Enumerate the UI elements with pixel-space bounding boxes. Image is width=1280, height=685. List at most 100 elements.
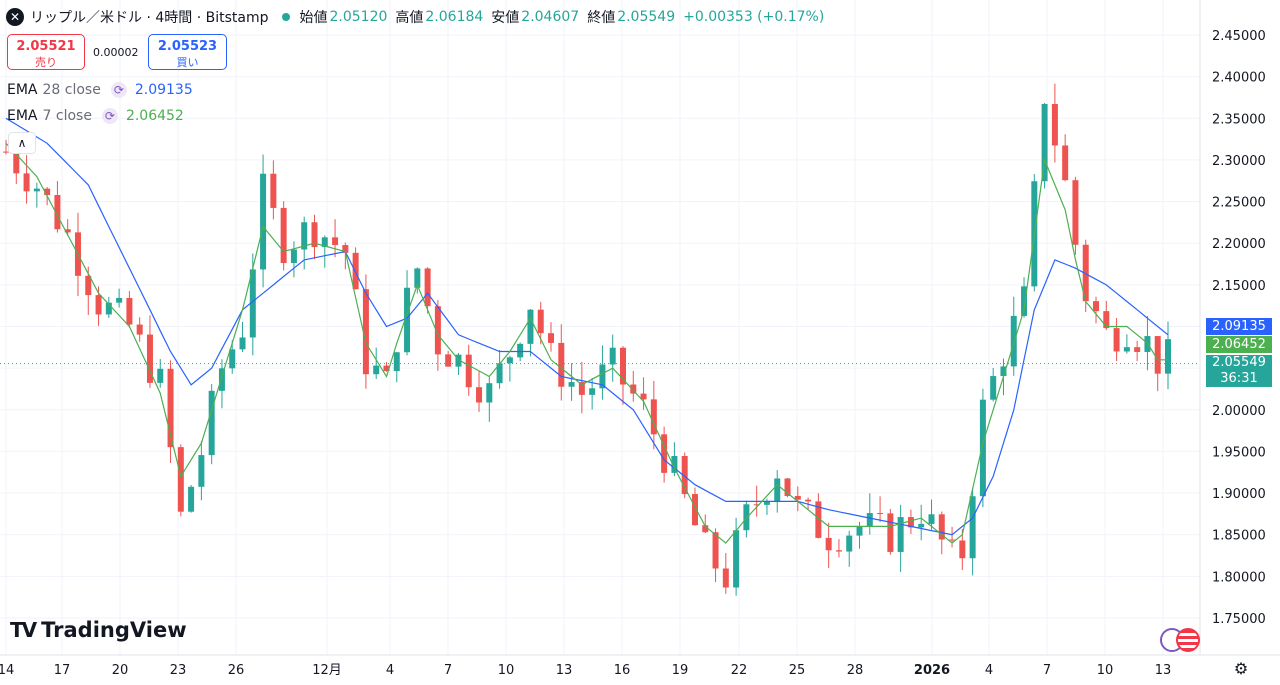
candle-body [640,393,647,400]
candle-body [54,195,61,230]
candle-body [1134,347,1141,352]
candle-body [661,434,668,473]
candle-body [630,384,637,394]
candle-body [907,517,914,528]
candle-body [548,333,555,343]
x-tick-label: 12月 [312,663,342,678]
candle-body [517,343,524,358]
x-tick-label: 14 [0,663,14,678]
candle-body [434,306,441,355]
candle-body [979,399,986,497]
candle-body [599,364,606,389]
y-tick-label: 2.00000 [1212,404,1266,419]
indicator-ema7[interactable]: EMA 7 close ⟳ 2.06452 [7,106,184,126]
candle-body [362,289,369,375]
x-axis: 14 17 20 23 26 12月 4 7 10 13 16 19 22 25 28 2026 4 7 10 13 [0,663,1171,678]
candle-body [619,347,626,385]
buy-button[interactable]: 2.05523 買い [148,34,227,70]
candle-body [116,297,123,303]
x-tick-label: 20 [112,663,129,678]
candle-body [13,151,20,174]
indicator-params: 7 close [42,108,92,124]
indicator-ema28[interactable]: EMA 28 close ⟳ 2.09135 [7,80,193,100]
candle-body [578,382,585,395]
candle-body [506,357,513,364]
open-label: 始値 [299,10,328,26]
candle-body [249,269,256,338]
open-value: 2.05120 [329,9,388,25]
candle-body [805,499,812,502]
candle-body [229,349,236,369]
x-tick-label: 28 [847,663,864,678]
candle-body [23,173,30,192]
candle-body [424,268,431,307]
y-tick-label: 2.30000 [1212,154,1266,169]
candle-body [558,342,565,387]
candle-body [1062,145,1069,181]
candle-body [1021,286,1028,316]
candle-body [969,496,976,559]
indicator-value: 2.06452 [125,108,184,124]
candle-body [383,365,390,372]
low-label: 安値 [491,10,520,26]
candle-body [496,363,503,384]
candle-body [866,513,873,527]
collapse-indicators-button[interactable]: ∧ [8,132,36,154]
candle-body [177,447,184,512]
candle-body [208,390,215,456]
high-value: 2.06184 [425,9,484,25]
sell-button[interactable]: 2.05521 売り [7,34,85,70]
candle-body [218,368,225,391]
refresh-icon[interactable]: ⟳ [101,108,118,124]
candle-body [290,249,297,264]
candle-body [445,354,452,367]
us-flag-icon[interactable] [1176,628,1200,652]
indicator-value: 2.09135 [134,82,193,98]
candle-body [85,275,92,296]
candle-body [157,368,164,383]
candle-body [774,478,781,503]
candle-body [1093,301,1100,312]
refresh-icon[interactable]: ⟳ [110,82,127,98]
tradingview-logo-icon: TV [10,618,37,642]
x-tick-label: 10 [1097,663,1114,678]
candle-body [846,535,853,552]
candle-body [404,287,411,353]
y-tick-label: 2.40000 [1212,71,1266,86]
candle-body [198,455,205,487]
y-tick-label: 1.80000 [1212,570,1266,585]
candle-body [146,334,153,383]
high-label: 高値 [395,10,424,26]
buy-price: 2.05523 [157,39,218,54]
close-value: 2.05549 [617,9,676,25]
candle-body [465,354,472,388]
x-tick-label: 25 [789,663,806,678]
buy-label: 買い [176,56,199,69]
spread-value: 0.00002 [93,46,139,59]
candle-body [938,514,945,540]
candle-body [414,268,421,288]
candle-body [1113,328,1120,352]
settings-icon[interactable]: ⚙ [1233,659,1249,678]
candle-body [136,324,143,335]
y-tick-label: 1.90000 [1212,487,1266,502]
sell-label: 売り [35,56,57,69]
candle-body [856,526,863,536]
x-tick-label: 4 [386,663,394,678]
x-logo-icon[interactable]: ✕ [6,8,24,26]
candle-body [270,173,277,208]
candle-body [733,530,740,588]
candle-body [990,376,997,400]
x-tick-label: 2026 [914,663,950,678]
candle-body [763,502,770,505]
symbol-title[interactable]: リップル／米ドル · 4時間 · Bitstamp [30,10,269,26]
candle-body [887,513,894,552]
ema7-price-badge: 2.06452 [1206,336,1272,353]
low-value: 2.04607 [521,9,580,25]
candle-body [311,222,318,248]
candle-body [105,302,112,315]
tradingview-logo[interactable]: TV TradingView [10,618,187,642]
x-tick-label: 23 [170,663,187,678]
chart-grid [0,0,1280,656]
